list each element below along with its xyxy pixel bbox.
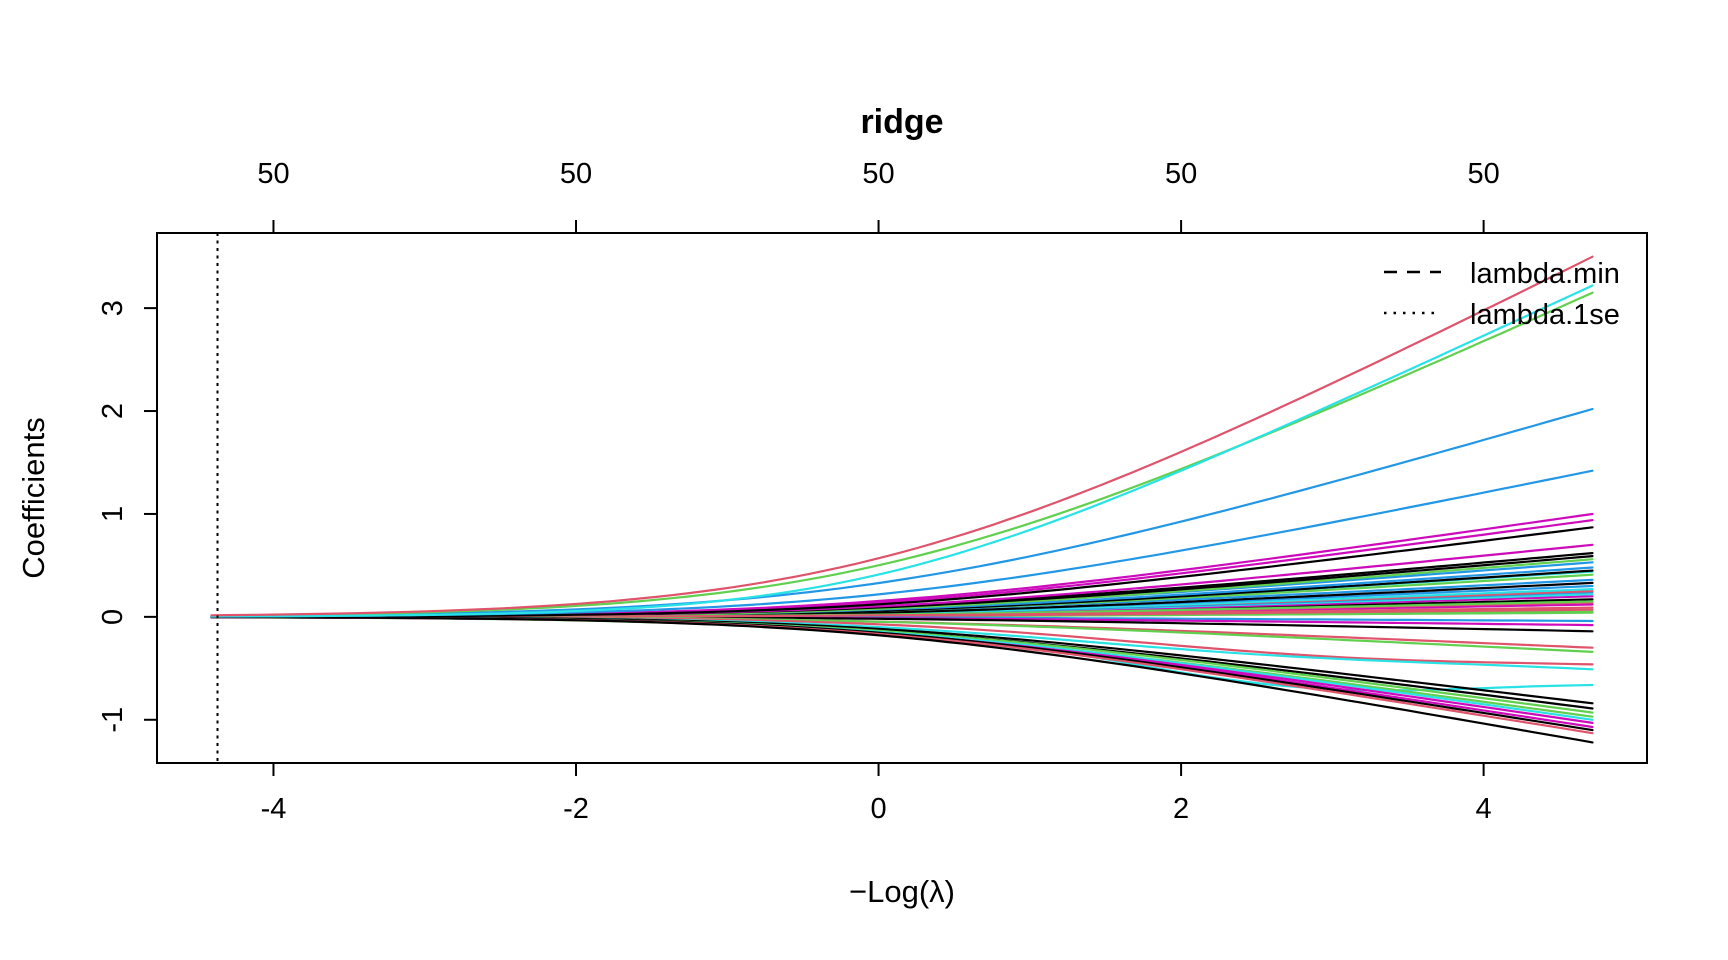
coefficient-path-red <box>210 615 1594 666</box>
coefficient-path-black <box>210 616 1594 744</box>
coefficient-path-black <box>210 616 1594 732</box>
x-axis-tick-label: 2 <box>1173 793 1189 825</box>
top-axis-df-label: 50 <box>257 158 289 190</box>
coefficient-path-blue <box>210 407 1594 618</box>
legend-label-lambda-min: lambda.min <box>1470 258 1620 290</box>
x-axis-tick-label: 0 <box>870 793 886 825</box>
top-axis-df-label: 50 <box>1165 158 1197 190</box>
y-axis-tick-label: 0 <box>97 609 129 625</box>
y-axis-tick-label: 3 <box>97 300 129 316</box>
plot-border <box>156 232 1648 764</box>
top-axis-df-label: 50 <box>1467 158 1499 190</box>
coefficient-path-black <box>210 526 1594 618</box>
top-axis-df-label: 50 <box>560 158 592 190</box>
coefficient-paths-layer <box>210 255 1594 744</box>
coefficient-path-cyan <box>210 284 1594 618</box>
coefficient-path-green <box>210 291 1594 617</box>
legend-label-lambda-1se: lambda.1se <box>1470 299 1620 331</box>
x-axis-title: −Log(λ) <box>849 874 955 909</box>
y-axis-tick-label: -1 <box>97 707 129 733</box>
y-axis-tick-label: 1 <box>97 506 129 522</box>
axes-layer: -4 -2 0 2 4 50 50 50 50 50 -1 0 1 2 3 <box>97 158 1500 825</box>
y-axis-title: Coefficients <box>16 417 51 578</box>
page-title: ridge <box>860 103 943 141</box>
x-axis-tick-label: -2 <box>563 793 589 825</box>
x-axis-tick-label: -4 <box>261 793 287 825</box>
legend: lambda.min lambda.1se <box>1384 258 1620 331</box>
top-axis-df-label: 50 <box>862 158 894 190</box>
coefficient-path-red <box>210 255 1594 617</box>
y-axis-tick-label: 2 <box>97 403 129 419</box>
x-axis-tick-label: 4 <box>1476 793 1492 825</box>
